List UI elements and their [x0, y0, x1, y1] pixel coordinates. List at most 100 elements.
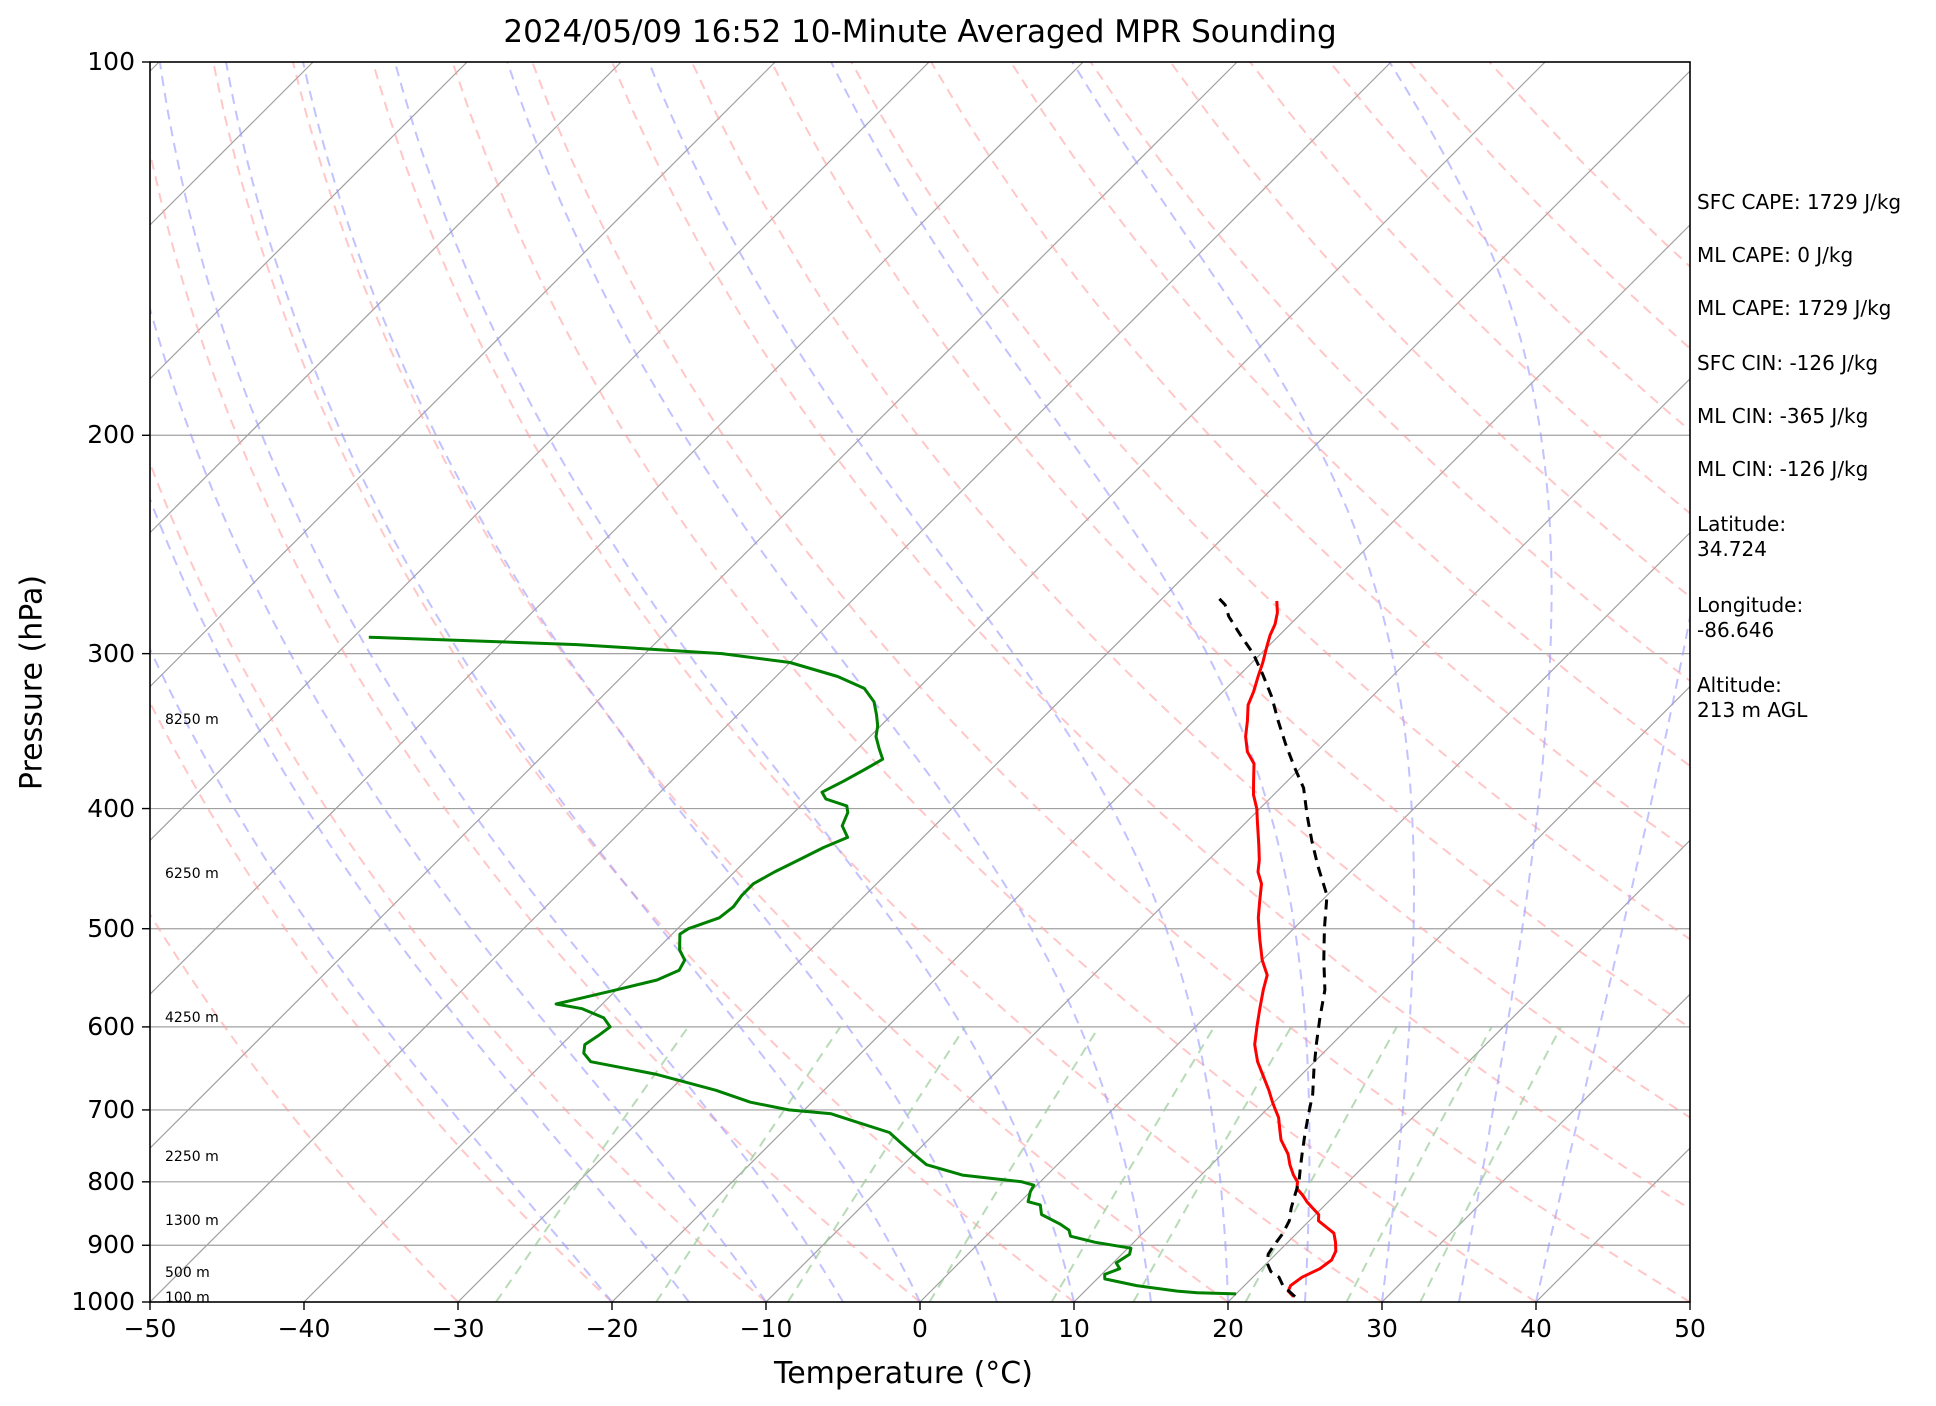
- isotherm-line: [150, 62, 622, 534]
- dry-adiabat-line: [212, 62, 1075, 1302]
- isotherm-line: [150, 62, 1238, 1149]
- stat-ml-cape-2: ML CAPE: 1729 J/kg: [1697, 296, 1892, 320]
- isotherm-line: [1227, 839, 1690, 1302]
- isotherm-line: [150, 62, 468, 380]
- dry-adiabat-line: [150, 147, 921, 1302]
- moist-adiabat-line: [1535, 612, 1690, 1302]
- y-tick-label: 900: [87, 1230, 135, 1260]
- y-tick-label: 800: [87, 1166, 135, 1196]
- dry-adiabat-line: [611, 62, 1690, 1211]
- x-tick-label: 0: [912, 1314, 928, 1343]
- dry-adiabat-line: [1089, 62, 1690, 683]
- mixing-ratio-line: [1050, 1026, 1216, 1302]
- mixing-ratio-line: [1244, 1026, 1398, 1302]
- moist-adiabat-line: [1071, 62, 1415, 1302]
- x-tick-label: 20: [1212, 1314, 1244, 1343]
- height-label: 100 m: [165, 1290, 210, 1306]
- x-tick-label: −50: [123, 1314, 177, 1343]
- stat-longitude: Longitude: -86.646: [1697, 593, 1804, 642]
- height-label: 2250 m: [165, 1149, 219, 1165]
- stat-sfc-cin: SFC CIN: -126 J/kg: [1697, 351, 1879, 375]
- stat-sfc-cape: SFC CAPE: 1729 J/kg: [1697, 190, 1902, 214]
- isotherm-line: [919, 531, 1690, 1302]
- dry-adiabat-line: [451, 62, 1537, 1302]
- moist-adiabat-line: [647, 62, 1229, 1302]
- dry-adiabat-line: [150, 912, 459, 1302]
- stat-altitude: Altitude: 213 m AGL: [1697, 673, 1808, 722]
- moist-adiabat-line: [506, 62, 1152, 1302]
- y-tick-label: 1000: [71, 1287, 135, 1316]
- plot-frame: [149, 61, 1691, 1303]
- mixing-ratio-line: [786, 1026, 966, 1302]
- dry-adiabat-line: [531, 62, 1690, 1302]
- dry-adiabat-line: [150, 700, 613, 1302]
- mixing-ratio-line: [1419, 1026, 1562, 1302]
- stat-ml-cape-1: ML CAPE: 0 J/kg: [1697, 243, 1854, 267]
- dry-adiabat-line: [1009, 62, 1690, 768]
- temperature-line: [1244, 600, 1338, 1298]
- mixing-ratio-line: [928, 1026, 1100, 1302]
- stat-ml-cin-2: ML CIN: -126 J/kg: [1697, 457, 1869, 481]
- chart-title: 2024/05/09 16:52 10-Minute Averaged MPR …: [503, 14, 1337, 50]
- y-tick-label: 500: [87, 913, 135, 943]
- isotherm-line: [150, 62, 1392, 1302]
- y-tick-label: 100: [87, 47, 135, 76]
- height-label: 1300 m: [165, 1213, 219, 1229]
- mixing-ratio-line: [1132, 1026, 1293, 1302]
- isotherm-line: [611, 224, 1690, 1302]
- x-tick-label: 10: [1058, 1314, 1090, 1343]
- dry-adiabat-line: [291, 62, 1229, 1302]
- parcel-line: [1216, 595, 1329, 1298]
- isotherm-line: [1073, 685, 1690, 1302]
- height-label: 8250 m: [165, 712, 219, 728]
- height-label: 6250 m: [165, 866, 219, 882]
- isotherm-line: [150, 62, 776, 688]
- dewpoint-line: [368, 635, 1237, 1296]
- y-axis-label: Pressure (hPa): [14, 574, 50, 791]
- mixing-ratio-line: [655, 1026, 842, 1302]
- isotherm-line: [0, 62, 5, 1302]
- moist-adiabat-line: [830, 62, 1311, 1302]
- x-tick-label: 50: [1674, 1314, 1706, 1343]
- moist-adiabat-line: [393, 62, 1075, 1302]
- moist-adiabat-line: [150, 305, 767, 1302]
- x-tick-label: −40: [277, 1314, 331, 1343]
- isotherm-line: [150, 62, 930, 842]
- stat-ml-cin-1: ML CIN: -365 J/kg: [1697, 404, 1869, 428]
- y-tick-label: 600: [87, 1011, 135, 1041]
- moist-adiabat-line: [1388, 62, 1553, 1302]
- dry-adiabat-line: [1408, 62, 1690, 350]
- y-tick-label: 200: [87, 420, 135, 450]
- y-tick-label: 700: [87, 1094, 135, 1124]
- x-tick-label: −10: [739, 1314, 793, 1343]
- mixing-ratio-line: [1345, 1026, 1493, 1302]
- moist-adiabat-line: [150, 496, 690, 1302]
- moist-adiabat-line: [225, 62, 921, 1302]
- isotherm-line: [457, 70, 1690, 1302]
- isotherm-line: [1381, 993, 1690, 1302]
- x-tick-label: −30: [431, 1314, 485, 1343]
- x-tick-label: 30: [1366, 1314, 1398, 1343]
- isotherm-line: [1844, 62, 1936, 1302]
- y-tick-label: 300: [87, 638, 135, 668]
- isotherm-line: [150, 62, 1084, 996]
- moist-adiabat-line: [302, 62, 998, 1302]
- height-label: 4250 m: [165, 1010, 219, 1026]
- dry-adiabat-line: [150, 460, 767, 1302]
- moist-adiabat-line: [158, 62, 844, 1302]
- dry-adiabat-line: [770, 62, 1690, 1029]
- isotherm-line: [303, 62, 1546, 1302]
- dry-adiabat-line: [690, 62, 1690, 1119]
- mixing-ratio-line: [495, 1026, 690, 1302]
- isotherm-line: [765, 377, 1690, 1302]
- x-tick-label: 40: [1520, 1314, 1552, 1343]
- height-label: 500 m: [165, 1265, 210, 1281]
- moist-adiabat-line: [150, 647, 613, 1302]
- x-tick-label: −20: [585, 1314, 639, 1343]
- y-tick-label: 400: [87, 793, 135, 823]
- stat-latitude: Latitude: 34.724: [1697, 512, 1787, 561]
- x-axis-label: Temperature (°C): [774, 1356, 1033, 1391]
- dry-adiabat-line: [930, 62, 1690, 854]
